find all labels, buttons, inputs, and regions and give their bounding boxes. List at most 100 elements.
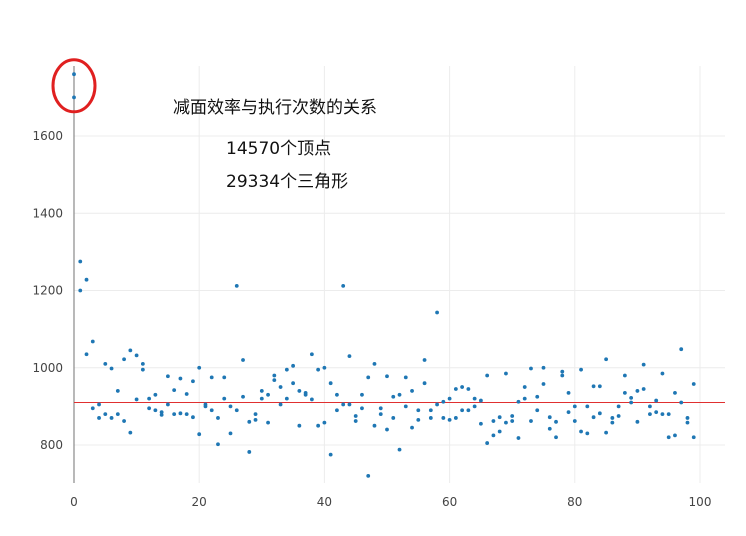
- data-point: [291, 381, 295, 386]
- data-point: [353, 414, 358, 418]
- data-point: [234, 408, 239, 413]
- data-point: [479, 398, 483, 403]
- y-tick-label: 1400: [32, 206, 63, 220]
- data-point: [635, 389, 640, 393]
- data-point: [209, 408, 214, 413]
- data-point: [253, 417, 258, 422]
- data-point: [685, 420, 690, 425]
- data-point: [353, 419, 358, 423]
- data-point: [622, 373, 627, 378]
- data-point: [604, 357, 608, 362]
- data-point: [178, 411, 183, 416]
- data-point: [303, 392, 308, 397]
- data-point: [673, 433, 677, 438]
- data-point: [453, 416, 458, 420]
- data-point: [253, 412, 258, 416]
- data-point: [654, 410, 659, 415]
- data-point: [510, 414, 515, 418]
- y-tick-label: 1600: [32, 129, 63, 143]
- data-point: [648, 404, 652, 409]
- y-tick-label: 800: [40, 438, 63, 452]
- data-point: [572, 404, 577, 409]
- data-point: [566, 390, 571, 395]
- data-point: [635, 419, 640, 424]
- data-point: [397, 392, 402, 397]
- data-point: [372, 361, 377, 366]
- data-point: [560, 369, 565, 374]
- outlier-highlight-circle: [51, 58, 97, 114]
- data-point: [191, 379, 195, 384]
- data-point: [403, 375, 408, 380]
- chart-title: 减面效率与执行次数的关系: [173, 98, 377, 118]
- data-point: [166, 402, 170, 407]
- y-tick-label: 1200: [32, 284, 63, 298]
- data-point: [629, 395, 634, 400]
- data-point: [234, 283, 239, 288]
- data-point: [541, 382, 546, 386]
- data-point: [184, 392, 189, 396]
- data-point: [166, 374, 170, 379]
- data-point: [115, 389, 120, 393]
- data-point: [572, 419, 577, 423]
- data-point: [153, 408, 158, 413]
- data-point: [385, 427, 389, 432]
- data-point: [410, 425, 414, 430]
- data-point: [366, 375, 371, 380]
- data-point: [197, 365, 202, 370]
- data-point: [641, 362, 646, 367]
- data-point: [147, 406, 152, 411]
- data-point: [460, 385, 465, 389]
- data-point: [491, 433, 496, 438]
- data-point: [516, 399, 521, 404]
- data-point: [272, 373, 277, 378]
- data-point: [666, 435, 671, 440]
- data-point: [641, 387, 646, 391]
- data-point: [72, 72, 76, 77]
- x-tick-label: 40: [317, 495, 332, 509]
- x-axis-ticks: 0 20 40 60 80 100: [70, 495, 711, 509]
- data-point: [297, 423, 302, 428]
- data-point: [447, 396, 452, 401]
- data-point: [622, 390, 627, 395]
- data-point: [247, 450, 252, 454]
- data-point: [535, 394, 540, 399]
- data-point: [453, 387, 458, 391]
- data-point: [222, 375, 227, 380]
- data-point: [472, 396, 477, 401]
- data-point: [115, 412, 120, 416]
- data-point: [103, 412, 108, 416]
- data-point: [360, 392, 364, 397]
- data-point: [466, 408, 471, 413]
- data-point: [610, 416, 615, 420]
- x-tick-label: 100: [689, 495, 712, 509]
- data-point: [616, 404, 621, 409]
- data-point: [397, 447, 402, 452]
- data-point: [585, 404, 590, 409]
- data-point: [259, 389, 264, 393]
- data-point: [422, 381, 427, 386]
- data-point: [435, 402, 439, 407]
- data-point: [522, 396, 527, 401]
- data-point: [679, 347, 684, 352]
- data-point: [360, 406, 364, 411]
- triangle-count-label: 29334个三角形: [226, 172, 348, 192]
- data-point: [366, 474, 371, 478]
- data-point: [172, 388, 177, 393]
- data-point: [554, 435, 558, 440]
- data-point: [97, 416, 101, 420]
- data-point: [209, 375, 214, 380]
- data-point: [228, 431, 233, 436]
- data-point: [109, 416, 114, 420]
- data-point: [597, 384, 602, 389]
- data-point: [510, 419, 515, 423]
- data-point: [134, 397, 139, 402]
- data-point: [391, 416, 396, 420]
- data-point: [241, 394, 245, 399]
- data-point: [147, 396, 152, 401]
- data-point: [428, 408, 433, 413]
- data-point: [172, 412, 177, 416]
- data-point: [535, 408, 540, 413]
- data-point: [140, 367, 145, 372]
- data-point: [328, 381, 333, 386]
- data-point: [134, 353, 139, 358]
